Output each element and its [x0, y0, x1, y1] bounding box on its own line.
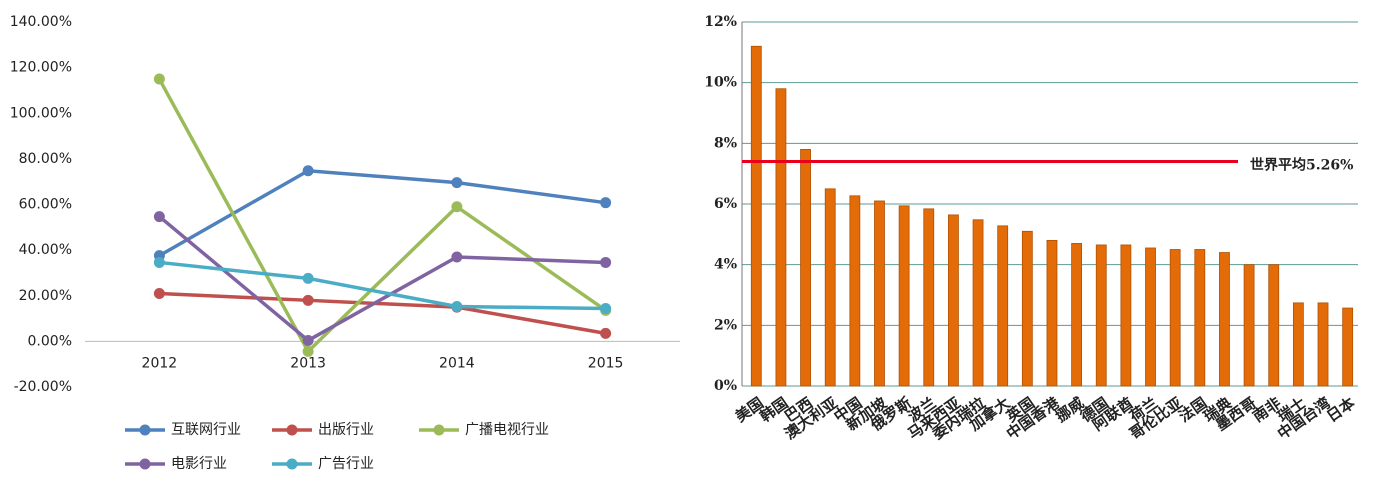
- bar: [775, 88, 787, 387]
- legend-swatch: [286, 424, 298, 436]
- y-tick-label: 0.00%: [28, 333, 72, 349]
- y-tick-label: 40.00%: [19, 242, 72, 258]
- bar: [800, 148, 811, 387]
- point: [153, 73, 165, 85]
- x-tick-label: 2015: [588, 355, 624, 371]
- bar: [824, 188, 836, 387]
- bar: [923, 208, 935, 387]
- point: [302, 345, 314, 357]
- point: [302, 294, 314, 306]
- point: [451, 251, 463, 263]
- point: [600, 256, 612, 268]
- y-tick-label: 12%: [704, 14, 737, 30]
- series-line: [158, 168, 606, 258]
- annotation: 世界平均5.26%: [1250, 157, 1353, 174]
- y-tick-label: 100.00%: [10, 105, 72, 121]
- bar: [849, 195, 861, 387]
- legend-label: 广告行业: [318, 456, 374, 472]
- point: [153, 211, 165, 223]
- bar: [1292, 302, 1304, 387]
- bar: [1268, 264, 1280, 387]
- x-tick-label: 2012: [142, 355, 178, 371]
- line-chart: -20.00% 0.00% 20.00% 40.00% 60.00% 80.00% 100.…: [10, 14, 680, 472]
- legend-swatch: [286, 458, 298, 470]
- bar: [1095, 244, 1107, 387]
- legend-swatch: [139, 458, 151, 470]
- y-tick-label: 6%: [714, 196, 737, 212]
- point: [600, 303, 612, 315]
- point: [600, 197, 612, 209]
- bar: [874, 200, 885, 387]
- y-tick-label: 20.00%: [19, 288, 72, 304]
- legend-label: 互联网行业: [171, 422, 241, 438]
- bar: [997, 225, 1009, 387]
- bar: [1219, 252, 1230, 387]
- x-tick-label: 2014: [439, 355, 475, 371]
- point: [153, 287, 165, 299]
- bar-chart: 0%2%4%6%8%10%12%美国韩国巴西澳大利亚中国新加坡俄罗斯波兰马来西亚…: [704, 14, 1358, 443]
- bar: [972, 219, 984, 387]
- bar: [1021, 230, 1033, 387]
- point: [302, 334, 314, 346]
- legend-label: 电影行业: [171, 456, 227, 472]
- bar: [1169, 249, 1181, 387]
- point: [451, 177, 463, 189]
- series-line: [159, 260, 606, 311]
- legend-swatch: [139, 424, 151, 436]
- legend-swatch: [433, 424, 445, 436]
- bar: [1317, 302, 1329, 387]
- x-tick-label: 日本: [1323, 394, 1358, 426]
- series-line: [159, 291, 606, 336]
- y-tick-label: 2%: [714, 317, 737, 333]
- y-tick-label: 10%: [704, 75, 737, 91]
- bar: [898, 205, 910, 387]
- point: [600, 327, 612, 339]
- legend-label: 广播电视行业: [465, 422, 549, 438]
- point: [302, 272, 314, 284]
- y-tick-label: 140.00%: [10, 14, 72, 30]
- y-tick-label: 60.00%: [19, 197, 72, 213]
- bar: [750, 45, 762, 387]
- legend-label: 出版行业: [318, 422, 374, 438]
- series-line: [157, 78, 607, 355]
- bar: [1194, 249, 1206, 387]
- bar: [1120, 244, 1132, 387]
- y-tick-label: 8%: [714, 135, 737, 151]
- bar: [1342, 307, 1354, 387]
- bar: [1243, 264, 1255, 387]
- series-line: [158, 215, 606, 343]
- point: [153, 256, 165, 268]
- y-tick-label: 80.00%: [19, 151, 72, 167]
- y-tick-label: 0%: [714, 378, 737, 394]
- y-tick-label: 120.00%: [10, 60, 72, 76]
- bar: [948, 214, 959, 387]
- bar: [1145, 247, 1156, 387]
- x-tick-label: 2013: [290, 355, 326, 371]
- bar: [1046, 239, 1058, 387]
- bar: [1071, 243, 1083, 387]
- y-tick-label: -20.00%: [14, 379, 72, 395]
- point: [302, 165, 314, 177]
- point: [451, 300, 463, 312]
- y-tick-label: 4%: [714, 257, 737, 273]
- point: [451, 201, 463, 213]
